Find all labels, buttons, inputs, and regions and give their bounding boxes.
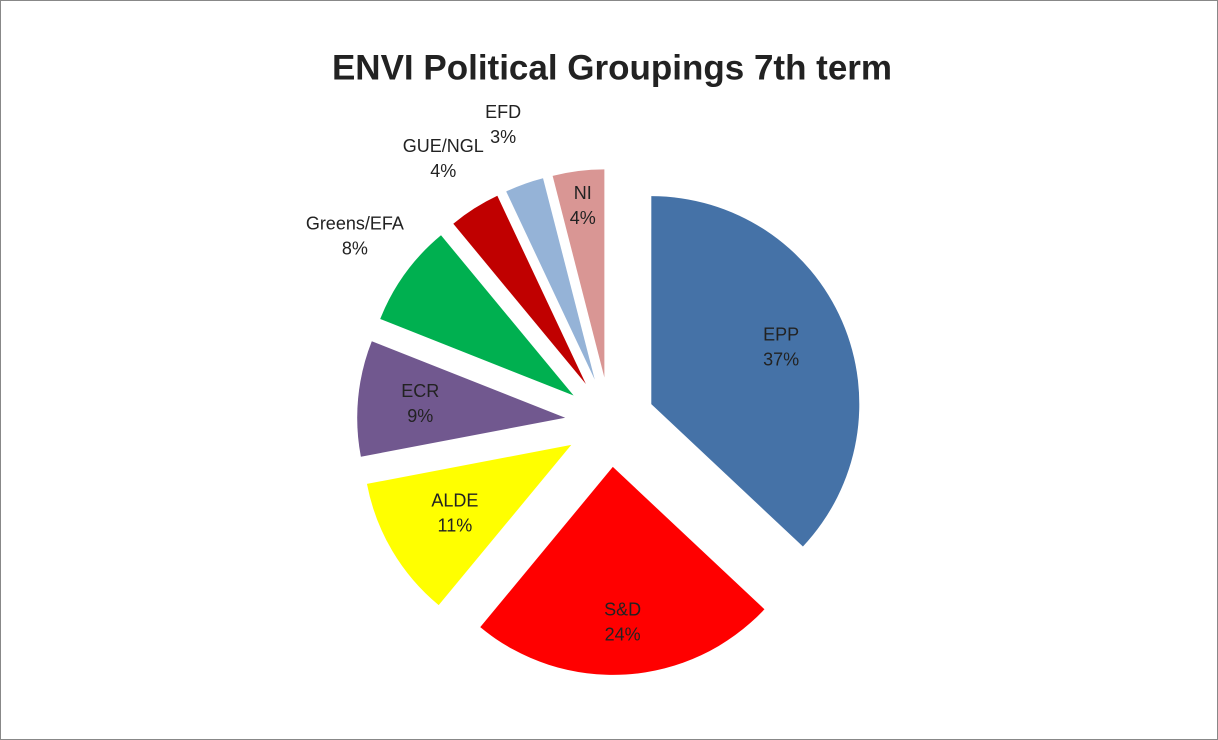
- slice-label-value: 24%: [605, 624, 641, 644]
- pie-slice: [380, 235, 574, 396]
- slice-label-value: 9%: [407, 406, 433, 426]
- slice-label-name: GUE/NGL: [403, 136, 484, 156]
- slice-label-value: 4%: [430, 161, 456, 181]
- slice-label-name: ECR: [401, 381, 439, 401]
- slice-label-value: 8%: [342, 238, 368, 258]
- pie-slice: [357, 341, 566, 457]
- pie-slice: [552, 169, 605, 378]
- slice-label-value: 37%: [763, 350, 799, 370]
- slice-label-value: 4%: [570, 208, 596, 228]
- slice-label-value: 11%: [438, 515, 473, 535]
- slice-label-value: 3%: [490, 127, 516, 147]
- chart-title: ENVI Political Groupings 7th term: [332, 48, 892, 87]
- pie-slice: [366, 444, 572, 606]
- pie-slice: [506, 178, 595, 380]
- slice-label-name: Greens/EFA: [306, 213, 404, 233]
- pie-slice: [453, 195, 586, 385]
- pie-slice: [651, 196, 860, 547]
- slice-label-name: EPP: [763, 325, 799, 345]
- slice-label-name: EFD: [485, 102, 521, 122]
- slice-label-name: S&D: [604, 599, 641, 619]
- slice-label-name: ALDE: [431, 490, 478, 510]
- pie-slice: [480, 466, 765, 675]
- slice-label-name: NI: [574, 183, 592, 203]
